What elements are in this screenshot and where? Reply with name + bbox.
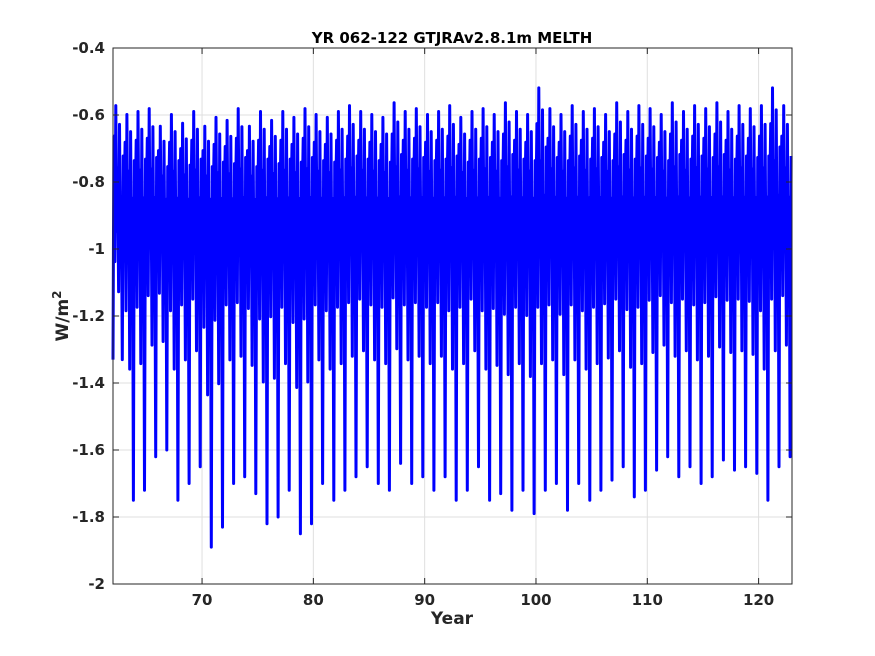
x-tick-label: 110 [632, 591, 663, 609]
x-tick-label: 100 [520, 591, 551, 609]
x-axis-ticks: 70 80 90 100 110 120 [192, 48, 774, 609]
y-tick-label: -1.2 [72, 307, 105, 325]
y-tick-label: -2 [88, 575, 105, 593]
y-tick-label: -1.6 [72, 441, 105, 459]
chart-title: YR 062-122 GTJRAv2.8.1m MELTH [311, 29, 593, 47]
y-tick-label: -1 [88, 240, 105, 258]
y-axis-title-base: W/m [53, 299, 73, 342]
y-axis-ticks: -2 -1.8 -1.6 -1.4 -1.2 -1 -0.8 -0.6 -0.4 [72, 39, 792, 593]
series-line [111, 86, 793, 549]
y-tick-label: -0.6 [72, 106, 105, 124]
y-axis-title: W/m2 [50, 290, 73, 341]
x-axis-title: Year [430, 609, 474, 629]
x-tick-label: 120 [743, 591, 774, 609]
x-tick-label: 80 [303, 591, 324, 609]
data-series-group [111, 86, 793, 549]
y-tick-label: -0.4 [72, 39, 105, 57]
y-tick-label: -1.8 [72, 508, 105, 526]
x-tick-label: 70 [192, 591, 213, 609]
y-tick-label: -0.8 [72, 173, 105, 191]
x-tick-label: 90 [414, 591, 435, 609]
y-axis-title-superscript: 2 [50, 290, 64, 298]
y-tick-label: -1.4 [72, 374, 105, 392]
